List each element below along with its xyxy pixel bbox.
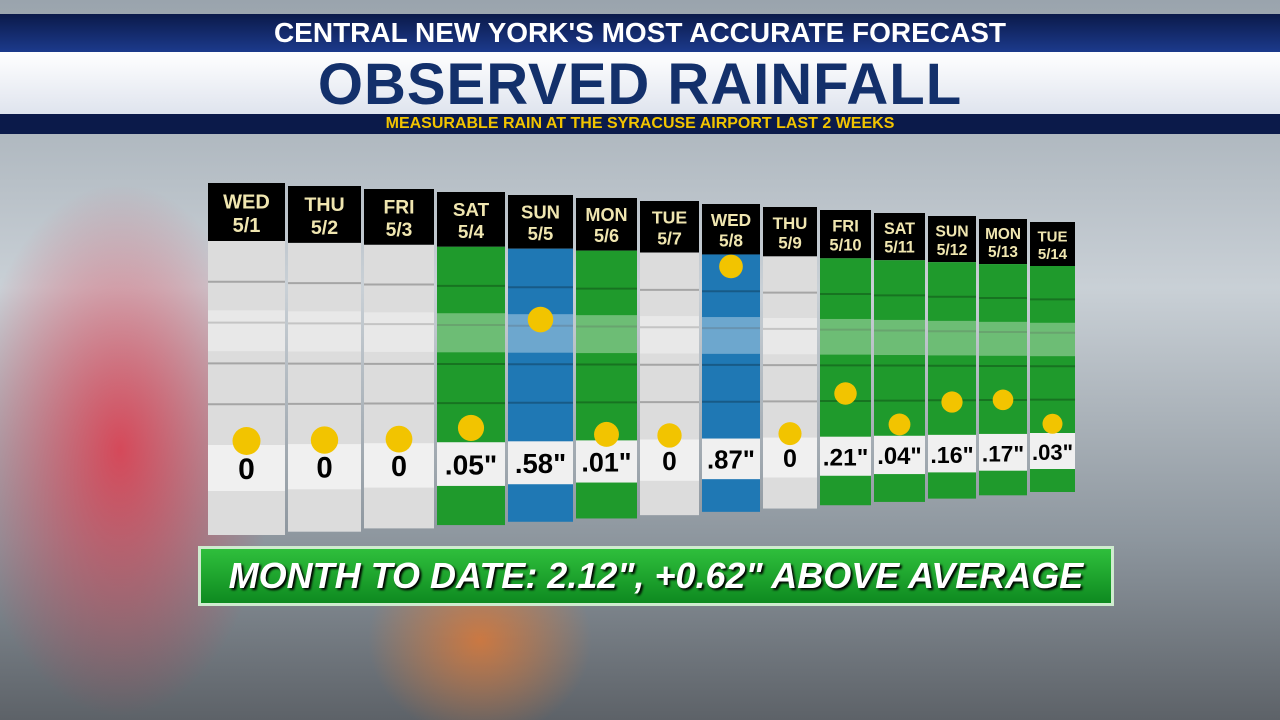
column-band: [874, 319, 925, 356]
column-header: [763, 207, 817, 257]
rain-dot: [457, 414, 485, 441]
date: 5/2: [311, 217, 338, 239]
value-label: .03": [1032, 440, 1073, 465]
rain-dot: [594, 421, 619, 447]
column-band: [820, 318, 871, 355]
label-band: [874, 435, 925, 475]
day: FRI: [384, 198, 415, 219]
column-header: [288, 186, 361, 243]
column-band: [437, 313, 505, 353]
day: THU: [304, 194, 344, 216]
column-band: [576, 315, 637, 354]
column-band: [364, 312, 434, 352]
label-band: [820, 436, 871, 476]
date: 5/5: [528, 223, 554, 244]
summary: MONTH TO DATE: 2.12", +0.62" ABOVE AVERA…: [198, 546, 1114, 606]
rain-dot: [888, 413, 911, 436]
day: MON: [585, 205, 627, 225]
column-header: [1030, 222, 1075, 266]
day: SAT: [453, 199, 490, 220]
column-band: [208, 310, 285, 352]
day: WED: [711, 210, 751, 230]
value-label: .87": [707, 447, 755, 475]
rain-dot: [657, 423, 682, 448]
date: 5/9: [778, 234, 802, 253]
value-label: 0: [391, 451, 407, 483]
day: WED: [223, 192, 270, 214]
day: SAT: [884, 220, 915, 238]
column-band: [702, 317, 760, 354]
column-header: [874, 213, 925, 261]
column-header: [640, 201, 699, 253]
day: TUE: [1038, 228, 1068, 245]
date: 5/6: [594, 226, 619, 246]
column-band: [640, 316, 699, 354]
rain-dot: [941, 391, 963, 413]
column-header: [208, 183, 285, 241]
title: OBSERVED RAINFALL: [0, 52, 1280, 117]
day: SUN: [521, 202, 560, 223]
date: 5/12: [937, 242, 968, 259]
value-label: .01": [581, 448, 631, 478]
column-header: [702, 204, 760, 255]
label-band: [979, 433, 1027, 471]
tagline: CENTRAL NEW YORK'S MOST ACCURATE FORECAS…: [0, 14, 1280, 52]
value-label: .05": [445, 450, 497, 481]
value-label: .04": [877, 443, 921, 470]
value-label: .16": [930, 442, 973, 468]
value-label: .21": [823, 445, 869, 472]
rain-dot: [310, 426, 339, 454]
date: 5/10: [829, 236, 861, 255]
date: 5/11: [884, 239, 915, 257]
day: SUN: [935, 223, 968, 240]
label-band: [702, 438, 760, 480]
subtitle: MEASURABLE RAIN AT THE SYRACUSE AIRPORT …: [0, 114, 1280, 134]
rain-dot: [834, 382, 857, 405]
column-band: [288, 311, 361, 352]
value-label: 0: [662, 446, 677, 476]
rain-dot: [1042, 413, 1063, 434]
date: 5/14: [1038, 246, 1068, 263]
column-header: [928, 216, 976, 263]
column-header: [437, 192, 505, 247]
day: MON: [985, 226, 1021, 243]
rain-dot: [385, 425, 413, 453]
rain-dot: [527, 306, 554, 333]
date: 5/4: [458, 221, 485, 242]
label-band: [508, 441, 573, 485]
date: 5/13: [988, 244, 1018, 261]
column-band: [1030, 322, 1075, 357]
column-band: [763, 318, 817, 355]
label-band: [576, 440, 637, 483]
column-header: [508, 195, 573, 249]
date: 5/8: [719, 230, 743, 250]
date: 5/1: [233, 215, 261, 237]
column-header: [979, 219, 1027, 265]
rain-dot: [778, 422, 802, 446]
day: FRI: [832, 216, 859, 235]
rain-dot: [232, 427, 261, 455]
value-label: 0: [316, 451, 332, 484]
value-label: .17": [982, 441, 1024, 466]
value-label: 0: [238, 453, 255, 486]
day: TUE: [652, 208, 688, 228]
value-label: 0: [783, 445, 797, 473]
rain-dot: [992, 389, 1014, 411]
column-header: [364, 189, 434, 245]
label-band: [1030, 433, 1075, 469]
column-band: [979, 321, 1027, 356]
column-header: [576, 198, 637, 251]
rain-dot: [719, 254, 743, 279]
date: 5/3: [386, 220, 413, 241]
value-label: .58": [515, 448, 566, 479]
date: 5/7: [657, 228, 682, 248]
day: THU: [773, 214, 808, 233]
column-band: [928, 320, 976, 356]
label-band: [437, 442, 505, 486]
label-band: [928, 434, 976, 473]
column-header: [820, 210, 871, 259]
